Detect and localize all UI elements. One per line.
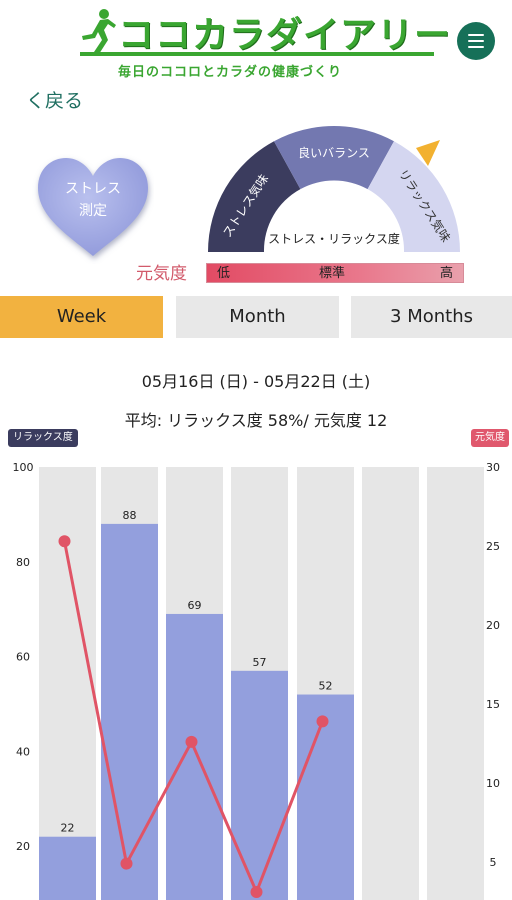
genki-high-label: 高 <box>439 266 453 281</box>
right-tick-label: 5 <box>490 856 497 869</box>
tab-3-months[interactable]: 3 Months <box>351 296 512 338</box>
bar <box>166 613 223 900</box>
gauge-pointer-icon <box>416 140 440 166</box>
runner-icon <box>82 9 116 54</box>
genki-point <box>316 715 329 728</box>
left-tick-label: 80 <box>16 556 30 569</box>
date-range: 05月16日 (日) - 05月22日 (土) <box>141 372 371 391</box>
app-subtitle: 毎日のココロとカラダの健康づくり <box>118 65 343 80</box>
left-tick-label: 100 <box>13 461 34 474</box>
hamburger-icon <box>468 40 484 42</box>
stress-measure-button[interactable]: ストレス 測定 <box>32 152 154 264</box>
right-tick-label: 30 <box>486 461 500 474</box>
relax-axis-legend: リラックス度 <box>8 429 78 447</box>
bar <box>231 670 288 900</box>
genki-label: 元気度 <box>136 264 187 284</box>
genki-point <box>120 857 133 870</box>
left-tick-label: 40 <box>16 745 30 758</box>
genki-axis-legend: 元気度 <box>471 429 509 447</box>
bar-value-label: 88 <box>123 509 137 522</box>
app-header: ココカラダイアリー 毎日のココロとカラダの健康づくり <box>0 0 512 82</box>
genki-low-label: 低 <box>217 266 231 281</box>
hamburger-icon <box>468 34 484 36</box>
bar-value-label: 69 <box>188 599 202 612</box>
app-logo[interactable]: ココカラダイアリー 毎日のココロとカラダの健康づくり <box>78 6 450 80</box>
heart-icon <box>38 158 148 256</box>
app-title: ココカラダイアリー <box>118 15 452 56</box>
stress-relax-gauge: ストレス気味 良いバランス リラックス気味 ストレス・リラックス度 <box>208 125 461 252</box>
gauge-segment-balance: 良いバランス <box>298 145 370 160</box>
gauge-caption: ストレス・リラックス度 <box>268 231 400 246</box>
bar-track <box>362 467 419 900</box>
bar <box>297 694 354 900</box>
bar <box>101 523 158 900</box>
genki-mid-label: 標準 <box>319 266 346 281</box>
bar-track <box>39 467 96 900</box>
bar-value-label: 57 <box>253 656 267 669</box>
bar-value-label: 22 <box>61 822 75 835</box>
right-tick-label: 15 <box>486 698 500 711</box>
menu-button[interactable] <box>457 22 495 60</box>
left-tick-label: 60 <box>16 651 30 664</box>
tab-month[interactable]: Month <box>176 296 339 338</box>
right-tick-label: 20 <box>486 619 500 632</box>
heart-label-2: 測定 <box>79 203 107 219</box>
bar-value-label: 52 <box>319 680 333 693</box>
right-tick-label: 10 <box>486 777 500 790</box>
heart-label-1: ストレス <box>65 181 121 197</box>
tab-week[interactable]: Week <box>0 296 163 338</box>
genki-scale-bar: 低 標準 高 <box>206 263 464 283</box>
average-summary: 平均: リラックス度 58%/ 元気度 12 <box>124 411 388 430</box>
logo-underline <box>80 52 434 56</box>
left-tick-label: 20 <box>16 840 30 853</box>
genki-point <box>250 886 263 899</box>
bar <box>39 836 96 900</box>
right-tick-label: 25 <box>486 540 500 553</box>
weekly-chart: 22 88 69 57 52 100 80 60 40 20 30 25 20 15 10 5 <box>13 461 500 900</box>
hamburger-icon <box>468 46 484 48</box>
back-link[interactable]: く戻る <box>26 90 84 112</box>
bar-track <box>427 467 484 900</box>
genki-point <box>185 735 198 748</box>
genki-point <box>58 535 71 548</box>
